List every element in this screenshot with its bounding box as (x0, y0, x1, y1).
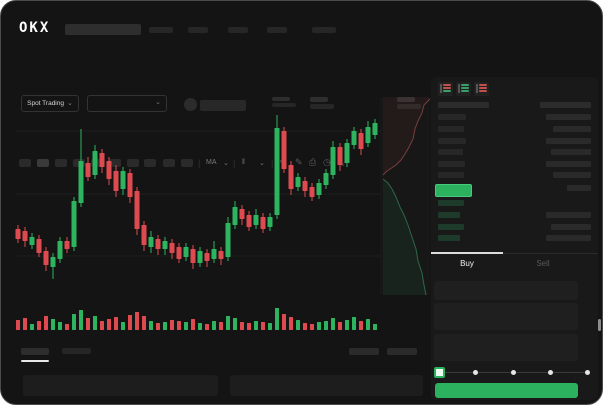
slider-dot[interactable] (548, 370, 553, 375)
timeframe-pill[interactable] (109, 159, 121, 167)
bottom-left-panel[interactable] (23, 375, 218, 396)
tab-active-placeholder[interactable] (21, 348, 49, 355)
nav-item[interactable] (312, 27, 336, 33)
order-total-input[interactable] (434, 334, 578, 361)
toolbar-separator: | (271, 158, 274, 168)
toolbar-right-placeholder[interactable] (387, 348, 417, 355)
nav-item[interactable] (228, 27, 248, 33)
book-header-amount[interactable] (540, 102, 591, 108)
buy-tab-underline (431, 252, 503, 254)
market-bar: Spot Trading ⌄ ⌄ (1, 45, 602, 112)
book-header-price[interactable] (438, 102, 489, 108)
order-amount-input[interactable] (434, 303, 578, 330)
orderbook-panel: Buy Sell (431, 77, 598, 400)
pair-title-placeholder (200, 100, 246, 111)
ma-dropdown[interactable]: MA (206, 159, 217, 166)
slider-handle[interactable] (434, 367, 445, 378)
ask-price-row[interactable] (438, 149, 463, 155)
bid-price-row[interactable] (438, 212, 460, 218)
depth-chart (382, 97, 431, 296)
bid-price-row[interactable] (438, 235, 460, 241)
draw-tool-icon[interactable]: ✎ (295, 157, 303, 167)
ask-price-row[interactable] (438, 138, 466, 144)
ask-amount-row[interactable] (551, 149, 591, 155)
clock-icon[interactable]: ◷ (323, 157, 331, 167)
pair-select-dropdown[interactable]: ⌄ (87, 95, 167, 112)
chart-toolbar: | MA ⌄ | ‖ ⌄ | ∿ ✎ ⎙ ◷ ⤢ (1, 77, 431, 168)
last-price-badge[interactable] (435, 184, 472, 197)
ask-price-row[interactable] (438, 126, 464, 132)
timeframe-pill[interactable] (19, 159, 31, 167)
timeframe-pill[interactable] (163, 159, 175, 167)
price-stat-placeholder (272, 103, 296, 107)
scrollbar-thumb[interactable] (598, 319, 601, 331)
tab-divider (431, 253, 598, 254)
spot-trading-label: Spot Trading (27, 100, 64, 107)
slider-dot[interactable] (511, 370, 516, 375)
price-stat-placeholder (272, 97, 290, 101)
search-input[interactable] (65, 24, 141, 35)
stat-label-placeholder (310, 97, 328, 102)
nav-item[interactable] (267, 27, 287, 33)
bid-amount-row[interactable] (551, 224, 591, 230)
ask-price-row[interactable] (438, 161, 465, 167)
stat-label-placeholder (397, 97, 415, 102)
volume-chart (16, 308, 377, 330)
timeframe-pill[interactable] (144, 159, 156, 167)
ask-price-row[interactable] (438, 114, 466, 120)
ask-amount-row[interactable] (546, 114, 591, 120)
chevron-down-icon: ⌄ (259, 160, 265, 167)
bid-price-row[interactable] (438, 200, 464, 206)
chevron-down-icon: ⌄ (66, 100, 73, 107)
bid-amount-row[interactable] (546, 235, 591, 241)
buy-submit-button[interactable] (435, 383, 578, 398)
chart-style-dropdown[interactable]: ‖ (242, 159, 245, 166)
mid-amount[interactable] (567, 185, 591, 191)
ask-amount-row[interactable] (553, 126, 591, 132)
book-view-asks-icon[interactable] (474, 82, 489, 96)
toolbar-separator: | (233, 158, 236, 168)
tab-sell[interactable]: Sell (536, 259, 550, 268)
toolbar-right-placeholder[interactable] (349, 348, 379, 355)
tab-active-underline (21, 360, 49, 362)
ask-amount-row[interactable] (553, 172, 591, 178)
ask-amount-row[interactable] (546, 161, 591, 167)
timeframe-pill[interactable] (55, 159, 67, 167)
timeframe-pill-active[interactable] (37, 159, 49, 167)
chevron-down-icon: ⌄ (223, 160, 229, 167)
book-view-both-icon[interactable] (438, 82, 453, 96)
nav-item[interactable] (188, 27, 208, 33)
slider-dot[interactable] (473, 370, 478, 375)
candlestick-chart[interactable] (15, 98, 381, 294)
bottom-right-panel[interactable] (230, 375, 423, 396)
tab-buy[interactable]: Buy (460, 259, 474, 268)
ask-price-row[interactable] (438, 172, 464, 178)
book-view-bids-icon[interactable] (456, 82, 471, 96)
bid-price-row[interactable] (438, 224, 464, 230)
okx-logo: OKX (19, 20, 51, 36)
screenshot-icon[interactable]: ⎙ (309, 157, 317, 167)
top-nav: OKX (1, 1, 602, 45)
spot-trading-dropdown[interactable]: Spot Trading ⌄ (21, 95, 79, 112)
order-price-input[interactable] (434, 281, 578, 300)
stat-value-placeholder (397, 104, 421, 109)
stat-value-placeholder (310, 104, 334, 109)
tab-placeholder[interactable] (62, 348, 91, 354)
timeframe-pill[interactable] (181, 159, 193, 167)
bottom-tabs (1, 341, 431, 371)
ask-amount-row[interactable] (546, 138, 591, 144)
slider-dot[interactable] (585, 370, 590, 375)
chevron-down-icon: ⌄ (155, 99, 161, 106)
coin-icon (184, 98, 197, 111)
nav-item[interactable] (149, 27, 173, 33)
timeframe-pill[interactable] (127, 159, 139, 167)
toolbar-separator: | (198, 158, 201, 168)
bid-amount-row[interactable] (546, 212, 591, 218)
